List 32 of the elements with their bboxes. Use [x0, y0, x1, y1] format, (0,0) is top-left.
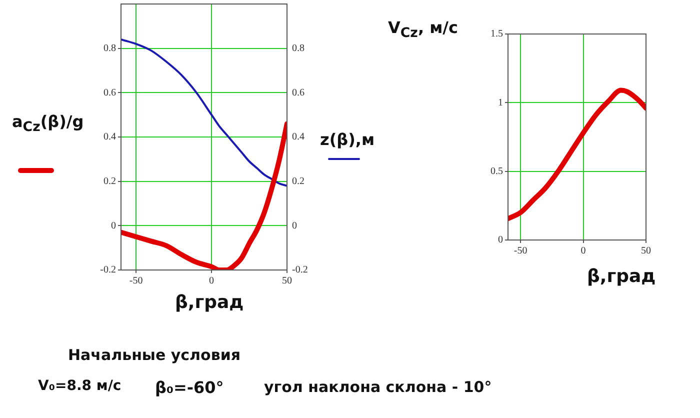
- y2-tick-label: -0.2: [292, 264, 308, 276]
- y-tick-label: 0.4: [104, 132, 116, 143]
- y-tick-label: 0.6: [104, 87, 116, 98]
- x-axis-title: β,град: [587, 266, 656, 287]
- x-tick-label: -50: [514, 246, 528, 257]
- y2-axis-title: z(β),м: [320, 130, 375, 149]
- y2-tick-label: 0: [292, 220, 297, 232]
- y-tick-label: 0: [498, 234, 503, 246]
- y-axis-title: V$_{Cz}$, м/с: [388, 18, 458, 42]
- y-tick-label: 0.5: [490, 166, 503, 177]
- y2-tick-label: 0.4: [292, 132, 304, 143]
- y2-tick-label: 0.8: [292, 42, 304, 54]
- y-tick-label: 0.2: [104, 176, 116, 187]
- y-tick-label: 0: [111, 220, 116, 232]
- y-axis-title: a$_{Cz}$(β)/g: [12, 112, 84, 136]
- x-tick-label: -50: [129, 276, 143, 287]
- text: β₀=-60°: [155, 378, 224, 397]
- y-tick-label: 1.5: [490, 28, 503, 40]
- x-axis-title: β,град: [175, 292, 244, 313]
- line-series: [121, 38, 287, 187]
- y-tick-label: 1: [498, 97, 503, 108]
- x-tick-label: 50: [641, 246, 651, 257]
- x-tick-label: 50: [282, 276, 292, 287]
- y-tick-label: -0.2: [100, 264, 116, 276]
- text: угол наклона склона - 10°: [264, 378, 492, 396]
- text: V₀=8.8 м/с: [38, 378, 122, 394]
- y2-tick-label: 0.6: [292, 87, 304, 98]
- text: Начальные условия: [68, 346, 240, 364]
- x-tick-label: 0: [580, 246, 586, 257]
- y2-tick-label: 0.2: [292, 176, 304, 187]
- y-tick-label: 0.8: [104, 42, 116, 54]
- x-tick-label: 0: [209, 276, 214, 287]
